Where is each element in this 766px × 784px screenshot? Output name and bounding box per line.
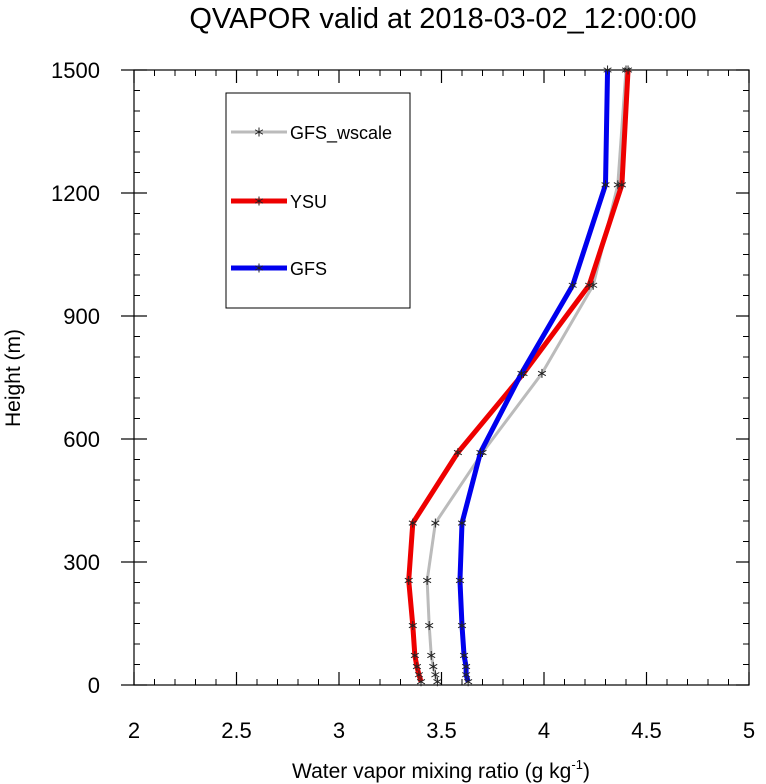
data-point-gfs	[459, 650, 469, 660]
data-point-ysu	[412, 662, 422, 672]
x-axis-label-end: )	[583, 760, 590, 783]
x-axis: 2 2.5 3 3.5 4 4.5 5	[128, 70, 755, 743]
y-tick-label: 300	[63, 550, 100, 575]
legend-entry-gfs: GFS	[231, 259, 327, 279]
x-tick-label: 5	[743, 718, 755, 743]
series-ysu	[404, 65, 633, 687]
legend-entry-ysu: YSU	[231, 192, 327, 212]
x-axis-label: Water vapor mixing ratio (g kg-1)	[292, 757, 590, 783]
data-point-gfs	[461, 662, 471, 672]
y-tick-label: 0	[88, 673, 100, 698]
data-point-ysu	[623, 65, 633, 75]
data-point-gfs	[464, 677, 473, 687]
data-point-gfs-wscale	[433, 677, 442, 687]
data-point-gfs-wscale	[429, 662, 438, 672]
series-layer	[404, 65, 633, 687]
data-point-gfs-wscale	[427, 650, 436, 660]
data-point-gfs-wscale	[431, 670, 440, 680]
data-point-ysu	[617, 180, 627, 190]
y-tick-label: 900	[63, 304, 100, 329]
x-tick-label: 3.5	[426, 718, 457, 743]
legend-marker	[254, 263, 264, 273]
y-axis: 0 300 600 900 1200 1500	[51, 58, 749, 698]
x-tick-label: 2	[128, 718, 140, 743]
legend-label: GFS_wscale	[290, 123, 392, 144]
legend-label: YSU	[290, 192, 327, 212]
x-axis-label-superscript: -1	[571, 757, 583, 772]
chart-title: QVAPOR valid at 2018-03-02_12:00:00	[189, 3, 696, 35]
x-axis-label-main: Water vapor mixing ratio (g kg	[292, 760, 571, 783]
series-line-gfs-wscale	[425, 69, 628, 683]
data-point-gfs	[476, 448, 485, 458]
series-line-gfs	[457, 69, 611, 683]
data-point-gfs	[457, 621, 467, 631]
data-point-gfs	[603, 65, 612, 75]
data-point-gfs-wscale	[537, 368, 547, 378]
legend-entry-gfs-wscale: GFS_wscale	[231, 123, 392, 144]
legend-marker	[254, 127, 264, 137]
data-point-ysu	[584, 280, 594, 290]
data-point-gfs	[457, 518, 467, 528]
x-tick-label: 4	[538, 718, 550, 743]
data-point-gfs-wscale	[431, 518, 440, 528]
y-tick-label: 1200	[51, 181, 100, 206]
data-point-gfs	[601, 180, 610, 190]
y-tick-label: 1500	[51, 58, 100, 83]
x-tick-label: 2.5	[221, 718, 252, 743]
x-tick-label: 3	[333, 718, 345, 743]
legend: GFS_wscale YSU GFS	[225, 92, 411, 309]
data-point-ysu	[404, 575, 413, 585]
series-gfs	[455, 65, 612, 687]
y-tick-label: 600	[63, 427, 100, 452]
data-point-ysu	[453, 448, 463, 458]
data-point-gfs	[461, 670, 471, 680]
data-point-gfs-wscale	[423, 575, 432, 585]
y-axis-label: Height (m)	[2, 329, 25, 427]
series-gfs-wscale	[423, 65, 631, 687]
legend-label: GFS	[290, 259, 327, 279]
data-point-gfs	[455, 575, 465, 585]
data-point-gfs-wscale	[425, 621, 434, 631]
data-point-ysu	[414, 670, 424, 680]
data-point-ysu	[408, 518, 417, 528]
data-point-ysu	[416, 677, 426, 687]
x-tick-label: 4.5	[631, 718, 662, 743]
legend-marker	[254, 196, 264, 206]
data-point-gfs	[568, 280, 577, 290]
data-point-ysu	[408, 621, 417, 631]
data-point-ysu	[410, 650, 419, 660]
data-point-gfs	[517, 368, 526, 378]
